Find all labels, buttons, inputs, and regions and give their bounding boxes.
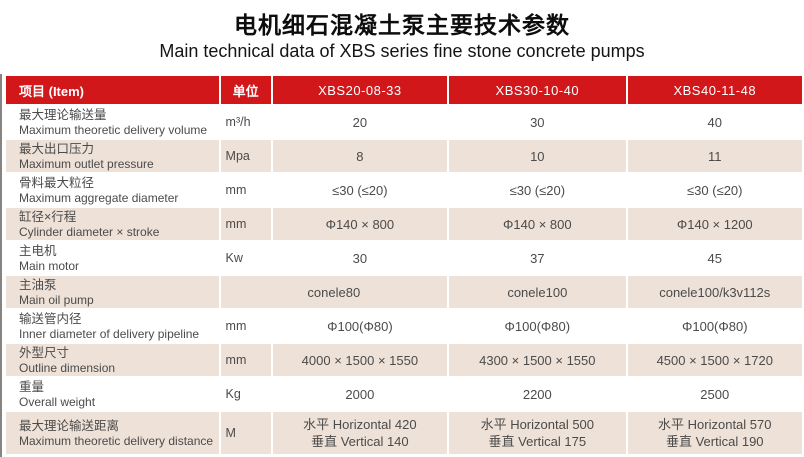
photo-edge-artifact — [0, 74, 2, 457]
unit-cell: mm — [220, 208, 271, 240]
value-line: 垂直 Vertical 140 — [311, 434, 409, 449]
item-label-en: Main oil pump — [19, 292, 94, 307]
item-cell: 输送管内径 Inner diameter of delivery pipeline — [6, 310, 219, 342]
table-row: 输送管内径 Inner diameter of delivery pipeline… — [6, 310, 802, 342]
value-cell: 30 — [272, 242, 448, 274]
table-row: 外型尺寸 Outline dimension mm 4000 × 1500 × 155… — [6, 344, 802, 376]
item-cell: 最大出口压力 Maximum outlet pressure — [6, 140, 219, 172]
item-label-zh: 最大理论输送距离 — [19, 418, 120, 433]
value-line: 水平 Horizontal 570 — [658, 417, 772, 432]
unit-cell: Kg — [220, 378, 271, 410]
item-label-zh: 最大理论输送量 — [19, 107, 107, 122]
value-line: 水平 Horizontal 500 — [480, 417, 595, 432]
value-cell: 2000 — [272, 378, 448, 410]
value-line: 水平 Horizontal 420 — [303, 417, 417, 432]
value-cell: Φ140 × 800 — [449, 208, 626, 240]
table-row: 最大理论输送量 Maximum theoretic delivery volume… — [6, 106, 802, 138]
value-cell: 2500 — [627, 378, 802, 410]
unit-cell: Kw — [220, 242, 271, 274]
item-label-en: Overall weight — [19, 394, 96, 409]
item-label-en: Inner diameter of delivery pipeline — [19, 326, 200, 341]
value-cell: 8 — [272, 140, 448, 172]
value-cell: ≤30 (≤20) — [627, 174, 802, 206]
value-cell: 45 — [627, 242, 802, 274]
value-cell: 4500 × 1500 × 1720 — [627, 344, 802, 376]
item-label-en: Outline dimension — [19, 360, 116, 375]
value-cell: Φ140 × 800 — [272, 208, 448, 240]
item-cell: 主电机 Main motor — [6, 242, 219, 274]
col-header-model-2: XBS30-10-40 — [449, 76, 626, 104]
value-cell: Φ100(Φ80) — [449, 310, 626, 342]
value-cell: Φ100(Φ80) — [627, 310, 802, 342]
unit-cell: mm — [220, 310, 271, 342]
value-cell: 20 — [272, 106, 448, 138]
item-label-zh: 最大出口压力 — [19, 141, 95, 156]
unit-cell: M — [220, 412, 271, 454]
item-cell: 缸径×行程 Cylinder diameter × stroke — [6, 208, 219, 240]
table-row: 主电机 Main motor Kw 30 37 45 — [6, 242, 802, 274]
table-header-row: 项目 (Item) 单位 XBS20-08-33 XBS30-10-40 XBS… — [6, 76, 802, 104]
value-cell: 水平 Horizontal 500 垂直 Vertical 175 — [449, 412, 626, 454]
item-label-zh: 主电机 — [19, 243, 57, 258]
table-row: 骨料最大粒径 Maximum aggregate diameter mm ≤30 (≤… — [6, 174, 802, 206]
item-label-en: Maximum aggregate diameter — [19, 190, 179, 205]
spec-table: 项目 (Item) 单位 XBS20-08-33 XBS30-10-40 XBS… — [4, 74, 804, 456]
item-label-zh: 外型尺寸 — [19, 345, 70, 360]
value-line: 垂直 Vertical 190 — [665, 434, 764, 449]
table-row: 缸径×行程 Cylinder diameter × stroke mm Φ140 × … — [6, 208, 802, 240]
unit-cell: mm — [220, 174, 271, 206]
value-cell: 37 — [449, 242, 626, 274]
item-cell: 骨料最大粒径 Maximum aggregate diameter — [6, 174, 219, 206]
value-cell: Φ100(Φ80) — [272, 310, 448, 342]
value-cell: 2200 — [449, 378, 626, 410]
item-label-zh: 缸径×行程 — [19, 209, 77, 224]
item-label-zh: 重量 — [19, 379, 45, 394]
table-row: 最大理论输送距离 Maximum theoretic delivery dista… — [6, 412, 802, 454]
value-cell: conele100 — [449, 276, 626, 308]
item-label-en: Maximum outlet pressure — [19, 156, 154, 171]
table-row: 主油泵 Main oil pump conele80 conele100 conele1… — [6, 276, 802, 308]
value-cell: ≤30 (≤20) — [272, 174, 448, 206]
value-line: 垂直 Vertical 175 — [488, 434, 587, 449]
value-cell: 10 — [449, 140, 626, 172]
unit-cell: mm — [220, 344, 271, 376]
page-title-en: Main technical data of XBS series fine s… — [159, 41, 645, 61]
table-row: 重量 Overall weight Kg 2000 2200 2500 — [6, 378, 802, 410]
item-cell: 外型尺寸 Outline dimension — [6, 344, 219, 376]
value-cell: ≤30 (≤20) — [449, 174, 626, 206]
item-label-en: Maximum theoretic delivery volume — [19, 122, 208, 137]
table-row: 最大出口压力 Maximum outlet pressure Mpa 8 10 11 — [6, 140, 802, 172]
value-cell: 40 — [627, 106, 802, 138]
item-label-en: Main motor — [19, 258, 80, 273]
item-label-zh: 输送管内径 — [19, 311, 82, 326]
col-header-unit: 单位 — [220, 76, 271, 104]
item-label-zh: 主油泵 — [19, 277, 57, 292]
item-cell: 主油泵 Main oil pump — [6, 276, 219, 308]
item-cell: 最大理论输送距离 Maximum theoretic delivery dista… — [6, 412, 219, 454]
value-cell: 4300 × 1500 × 1550 — [449, 344, 626, 376]
col-header-item: 项目 (Item) — [6, 76, 219, 104]
page-title-zh: 电机细石混凝土泵主要技术参数 — [234, 12, 570, 38]
value-cell: conele100/k3v112s — [627, 276, 802, 308]
value-cell: 4000 × 1500 × 1550 — [272, 344, 448, 376]
value-cell: 30 — [449, 106, 626, 138]
value-cell: 11 — [627, 140, 802, 172]
unit-cell: m³/h — [220, 106, 271, 138]
col-header-model-3: XBS40-11-48 — [627, 76, 802, 104]
value-cell: 水平 Horizontal 420 垂直 Vertical 140 — [272, 412, 448, 454]
item-cell: 重量 Overall weight — [6, 378, 219, 410]
unit-cell: Mpa — [220, 140, 271, 172]
item-label-en: Maximum theoretic delivery distance — [19, 433, 214, 448]
col-header-model-1: XBS20-08-33 — [272, 76, 448, 104]
item-cell: 最大理论输送量 Maximum theoretic delivery volume — [6, 106, 219, 138]
item-label-en: Cylinder diameter × stroke — [19, 224, 160, 239]
value-cell: 水平 Horizontal 570 垂直 Vertical 190 — [627, 412, 802, 454]
item-label-zh: 骨料最大粒径 — [19, 175, 95, 190]
value-cell: conele80 — [220, 276, 448, 308]
title-block: 电机细石混凝土泵主要技术参数 Main technical data of XB… — [0, 0, 804, 62]
value-cell: Φ140 × 1200 — [627, 208, 802, 240]
